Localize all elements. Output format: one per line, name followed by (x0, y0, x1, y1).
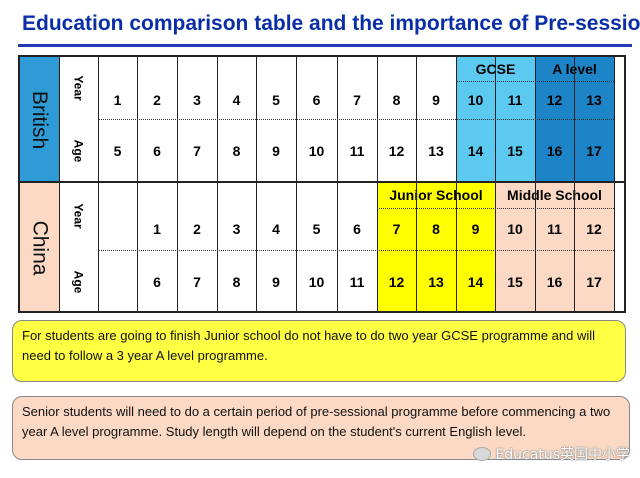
china-year-cell: 5 (312, 221, 321, 237)
british-label: British (28, 90, 52, 149)
china-year-cell: 4 (272, 221, 280, 237)
british-age-cell: 9 (272, 142, 280, 159)
comparison-table: British China Year Age Year Age GCSE A l… (18, 55, 626, 313)
china-year-label: Year (71, 203, 86, 229)
china-year-cell: 3 (232, 221, 241, 237)
china-year-cell: 1 (153, 221, 161, 237)
wechat-icon (473, 447, 492, 461)
column-divider (217, 57, 218, 311)
british-age-label: Age (71, 139, 86, 162)
column-divider (337, 57, 338, 311)
china-year-cell: 8 (432, 221, 440, 237)
china-year-cell: 12 (586, 221, 602, 237)
china-year-cell (98, 208, 137, 250)
middle-school-region (495, 182, 614, 311)
china-age-cell: 17 (586, 273, 602, 290)
column-divider (296, 57, 297, 311)
british-year-cell: 7 (353, 92, 361, 108)
british-age-cell: 14 (467, 142, 484, 159)
china-year-cell: 9 (471, 221, 480, 237)
british-year-cell: 13 (586, 92, 602, 108)
china-age-cell: 13 (428, 273, 444, 290)
british-year-cell: 1 (113, 92, 122, 108)
note-senior-students: Senior students will need to do a certai… (12, 396, 630, 460)
column-divider (177, 57, 178, 311)
column-divider (614, 57, 615, 311)
junior-school-header: Junior School (389, 187, 483, 203)
china-label: China (28, 220, 52, 275)
china-age-cell: 11 (349, 273, 365, 290)
china-year-cell: 6 (353, 221, 361, 237)
title-rule (18, 44, 632, 47)
china-year-cell: 7 (392, 221, 401, 237)
british-age-cell: 11 (349, 142, 365, 159)
page-title: Education comparison table and the impor… (22, 12, 640, 35)
column-divider (137, 57, 138, 311)
china-age-cell: 14 (467, 273, 484, 290)
british-year-cell: 8 (392, 92, 401, 108)
title-bar: Education comparison table and the impor… (0, 0, 640, 52)
british-age-cell: 16 (546, 142, 563, 159)
british-year-cell: 11 (507, 92, 523, 108)
china-age-cell: 10 (308, 273, 325, 290)
british-year-label: Year (71, 75, 86, 101)
british-year-cell: 10 (467, 92, 484, 108)
british-age-cell: 15 (507, 142, 523, 159)
china-age-cell: 9 (272, 273, 280, 290)
china-year-cell: 2 (193, 221, 201, 237)
british-age-cell: 10 (308, 142, 325, 159)
british-age-cell: 17 (586, 142, 602, 159)
china-age-cell (98, 250, 137, 311)
british-row-divider (98, 119, 614, 120)
column-divider (98, 57, 99, 311)
british-age-cell: 13 (428, 142, 444, 159)
china-age-cell: 6 (153, 273, 161, 290)
china-year-cell: 10 (507, 221, 523, 237)
middle-school-header: Middle School (507, 187, 602, 203)
china-header-divider (377, 208, 614, 209)
british-year-cell: 6 (312, 92, 321, 108)
british-year-cell: 9 (432, 92, 440, 108)
china-age-cell: 8 (232, 273, 241, 290)
column-divider (256, 57, 257, 311)
country-divider (20, 181, 624, 183)
china-age-cell: 12 (388, 273, 405, 290)
column-divider (535, 57, 536, 311)
watermark: Educatus英国中小学 (473, 444, 630, 464)
british-age-cell: 7 (193, 142, 201, 159)
column-divider (574, 57, 575, 311)
column-divider (59, 57, 60, 311)
british-header-divider (456, 81, 614, 82)
british-year-cell: 2 (153, 92, 161, 108)
china-age-cell: 16 (546, 273, 563, 290)
china-row-divider (98, 250, 614, 251)
column-divider (377, 57, 378, 311)
china-age-cell: 7 (193, 273, 201, 290)
british-age-cell: 8 (232, 142, 241, 159)
british-age-cell: 5 (113, 142, 122, 159)
british-year-cell: 4 (232, 92, 241, 108)
british-year-cell: 12 (546, 92, 563, 108)
china-age-cell: 15 (507, 273, 523, 290)
british-year-cell: 5 (272, 92, 280, 108)
china-age-label: Age (71, 270, 86, 293)
watermark-text: Educatus英国中小学 (495, 447, 630, 463)
china-country-bg (20, 182, 59, 311)
junior-school-region (377, 182, 495, 311)
british-year-cell: 3 (193, 92, 201, 108)
british-age-cell: 12 (388, 142, 405, 159)
china-year-cell: 11 (547, 221, 562, 237)
column-divider (416, 57, 417, 311)
note-junior-school: For students are going to finish Junior … (12, 320, 626, 382)
british-age-cell: 6 (153, 142, 161, 159)
column-divider (495, 57, 496, 311)
british-country-bg (20, 57, 59, 182)
column-divider (456, 57, 457, 311)
